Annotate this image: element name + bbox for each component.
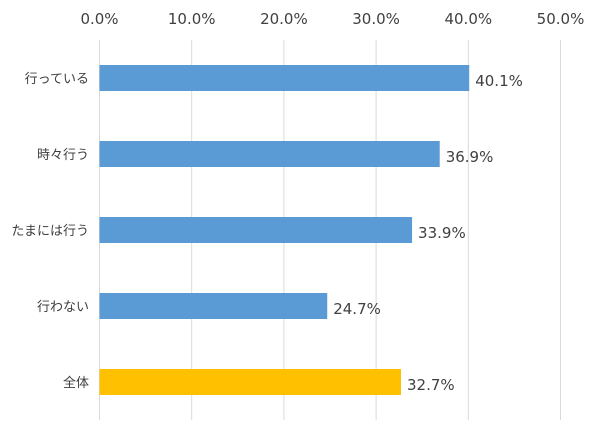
data-label: 40.1% <box>475 72 523 90</box>
bar <box>99 293 328 319</box>
x-tick-label: 0.0% <box>80 10 118 28</box>
category-label: 全体 <box>63 375 89 391</box>
category-label: 行っている <box>25 72 89 87</box>
bar <box>99 141 440 167</box>
x-tick-label: 10.0% <box>168 10 216 28</box>
x-tick-label: 50.0% <box>537 10 585 28</box>
bar <box>99 65 470 91</box>
data-label: 33.9% <box>418 224 466 242</box>
x-tick-label: 30.0% <box>352 10 400 28</box>
category-label: 時々行う <box>37 148 89 163</box>
x-tick-label: 40.0% <box>444 10 492 28</box>
category-label: 行わない <box>37 300 89 315</box>
category-label: たまには行う <box>11 224 89 239</box>
data-label: 32.7% <box>407 376 455 394</box>
data-label: 24.7% <box>333 300 381 318</box>
bar <box>99 369 401 395</box>
data-label: 36.9% <box>446 148 494 166</box>
x-tick-label: 20.0% <box>260 10 308 28</box>
bar <box>99 217 413 243</box>
